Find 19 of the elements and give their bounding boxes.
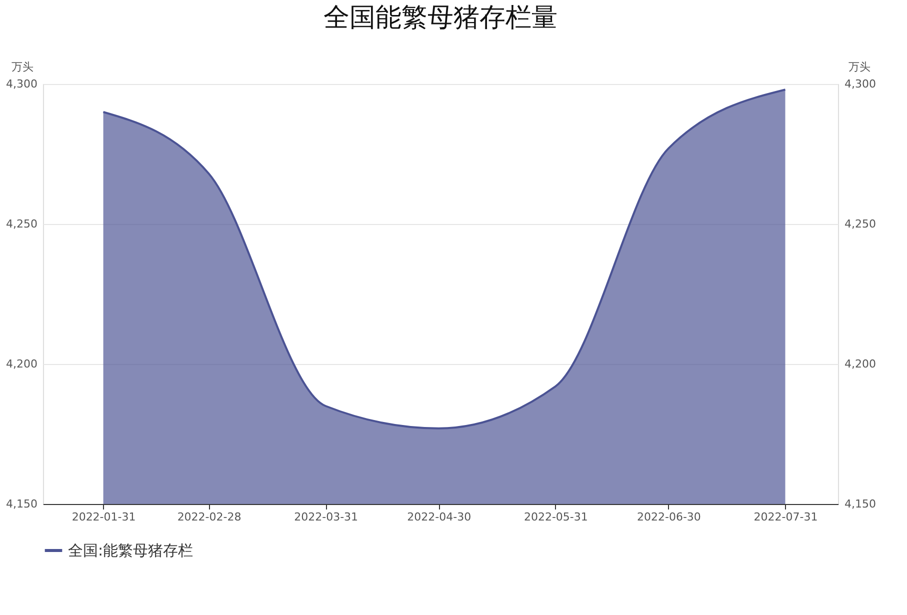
y2-axis-title: 万头: [848, 60, 870, 74]
y-tick-label: 4,150: [6, 498, 38, 510]
legend-label: 全国:能繁母猪存栏: [68, 542, 194, 560]
x-tick-label: 2022-04-30: [407, 510, 472, 524]
y-tick-label: 4,200: [6, 358, 38, 370]
x-tick-label: 2022-07-31: [754, 510, 818, 524]
y-tick-label: 4,250: [6, 218, 38, 230]
x-tick-label: 2022-05-31: [524, 510, 588, 524]
y2-tick-label: 4,250: [844, 218, 876, 230]
x-tick-label: 2022-06-30: [636, 510, 701, 524]
y2-tick-label: 4,150: [844, 498, 876, 510]
x-tick-label: 2022-03-31: [294, 510, 358, 524]
y-tick-label: 4,300: [6, 78, 38, 90]
x-tick-label: 2022-01-31: [72, 510, 136, 524]
y-axis-title: 万头: [12, 60, 34, 74]
y2-tick-label: 4,200: [844, 358, 876, 370]
chart-title: 全国能繁母猪存栏量: [324, 3, 558, 33]
x-tick-label: 2022-02-28: [177, 510, 242, 524]
y2-tick-label: 4,300: [844, 78, 876, 90]
